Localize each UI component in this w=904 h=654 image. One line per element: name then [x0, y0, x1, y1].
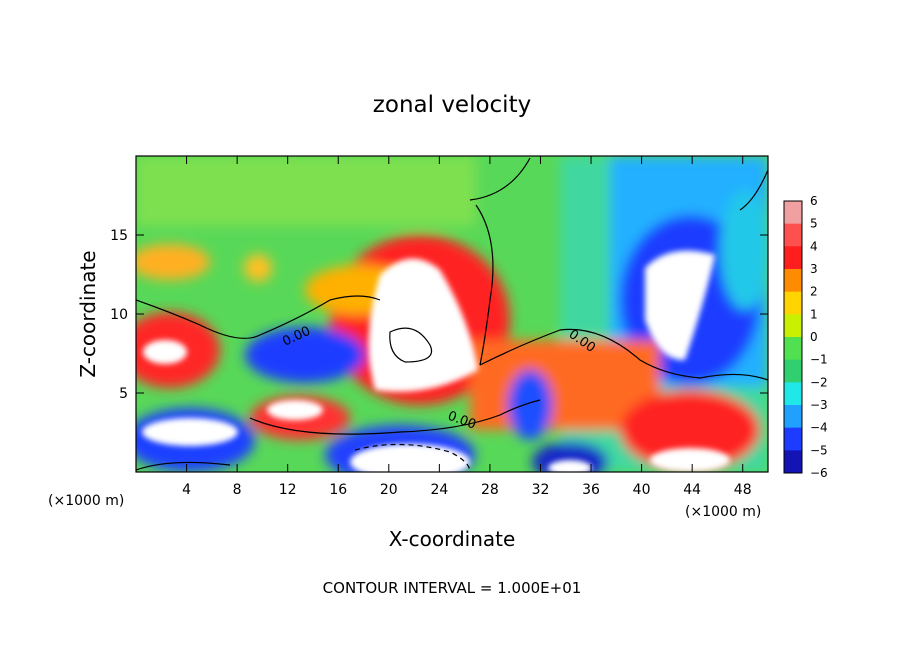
colorbar-label: 6	[810, 194, 818, 208]
x-tick-label: 24	[430, 482, 448, 498]
colorbar-swatch	[784, 269, 802, 293]
colorbar-label: −3	[810, 398, 828, 412]
x-tick-label: 40	[633, 482, 651, 498]
colorbar-label: 1	[810, 307, 818, 321]
x-tick-label: 12	[279, 482, 297, 498]
contour-interval-note: CONTOUR INTERVAL = 1.000E+01	[323, 579, 582, 597]
x-tick-label: 16	[329, 482, 347, 498]
colorbar-frame	[783, 200, 803, 474]
colorbar-label: 2	[810, 285, 818, 299]
y-axis-label: Z-coordinate	[76, 250, 100, 377]
x-tick-label: 36	[582, 482, 600, 498]
colorbar-label: −4	[810, 421, 828, 435]
colorbar: 6 5 4 3 2 1 0 −1 −2 −3 −4 −5 −6	[783, 194, 828, 480]
colorbar-label: 0	[810, 330, 818, 344]
x-tick-label: 4	[182, 482, 191, 498]
colorbar-label: 3	[810, 262, 818, 276]
colorbar-swatch	[784, 427, 802, 451]
colorbar-label: −6	[810, 466, 828, 480]
y-tick-label: 5	[119, 386, 128, 402]
colorbar-swatch	[784, 223, 802, 247]
colorbar-label: −5	[810, 443, 828, 457]
heatmap-field	[136, 156, 768, 472]
x-tick-label: 28	[481, 482, 499, 498]
y-axis: 5 10 15	[110, 228, 768, 402]
colorbar-label: −1	[810, 353, 828, 367]
colorbar-swatch	[784, 201, 802, 225]
colorbar-swatch	[784, 291, 802, 315]
x-tick-label: 48	[734, 482, 752, 498]
x-axis-units-right: (×1000 m)	[685, 504, 761, 520]
chart-title: zonal velocity	[373, 92, 531, 118]
colorbar-swatch	[784, 450, 802, 474]
y-tick-label: 15	[110, 228, 128, 244]
colorbar-label: 4	[810, 239, 818, 253]
colorbar-label: 5	[810, 217, 818, 231]
colorbar-swatch	[784, 246, 802, 270]
colorbar-swatch	[784, 314, 802, 338]
colorbar-swatch	[784, 359, 802, 383]
x-axis-units-left: (×1000 m)	[48, 493, 124, 509]
zero-contours	[136, 157, 768, 472]
x-tick-label: 20	[380, 482, 398, 498]
x-tick-label: 44	[683, 482, 701, 498]
x-axis: 4 8 12 16 20 24 28 32 36 40 44 48	[182, 156, 752, 498]
x-tick-label: 32	[532, 482, 550, 498]
colorbar-label: −2	[810, 375, 828, 389]
x-axis-label: X-coordinate	[389, 527, 516, 551]
colorbar-swatch	[784, 405, 802, 429]
y-tick-label: 10	[110, 307, 128, 323]
colorbar-swatch	[784, 337, 802, 361]
x-tick-label: 8	[233, 482, 242, 498]
colorbar-swatch	[784, 382, 802, 406]
